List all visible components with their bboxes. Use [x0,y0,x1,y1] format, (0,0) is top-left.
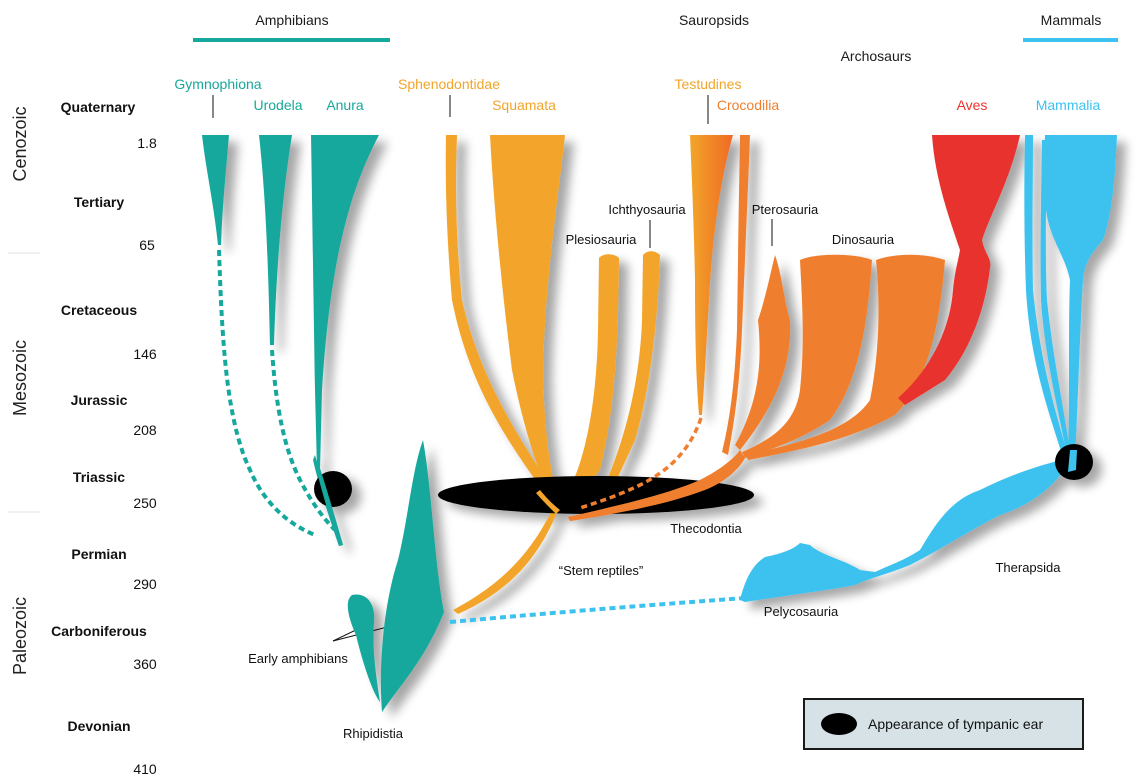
period-quaternary: Quaternary [61,99,136,115]
taxon-sphenodontidae: Sphenodontidae [398,76,500,92]
label-dinosauria: Dinosauria [832,232,895,247]
age-jurassic: 208 [133,422,157,438]
dashed-gymnophiona [217,249,316,537]
age-cretaceous: 146 [133,346,157,362]
label-pelycosauria: Pelycosauria [764,604,839,619]
branch-squamata [490,135,565,502]
branch-testudines [690,135,733,415]
label-plesiosauria: Plesiosauria [566,232,638,247]
tree-shapes [202,135,1117,712]
branch-ichthyosauria [604,251,660,490]
branch-gymnophiona [202,135,229,245]
era-paleozoic: Paleozoic [10,597,30,675]
dashed-urodela [270,349,337,532]
label-early-amphibians: Early amphibians [248,651,348,666]
period-triassic: Triassic [73,469,125,485]
label-thecodontia: Thecodontia [670,521,742,536]
period-jurassic: Jurassic [71,392,128,408]
period-tertiary: Tertiary [74,194,125,210]
branch-urodela [259,135,292,345]
branch-plesiosauria [562,254,619,505]
branch-stem-reptiles [453,510,558,614]
taxon-urodela: Urodela [253,97,302,113]
era-cenozoic: Cenozoic [10,106,30,181]
age-permian: 290 [133,576,157,592]
age-devonian: 410 [133,761,157,777]
branch-aves [898,135,1020,405]
dashed-testudines [579,417,703,510]
amphibians-label: Amphibians [255,12,328,28]
branch-crocodilia [722,135,750,455]
branch-mammalia-side [1024,135,1068,457]
branch-pelycosauria [740,460,1066,602]
archosaurs-label: Archosaurs [841,48,912,64]
branch-pterosauria [735,255,791,450]
age-quaternary: 1.8 [137,135,157,151]
branch-early-amphibian [347,594,380,702]
taxon-aves: Aves [957,97,988,113]
branch-anura [311,135,379,470]
taxon-gymnophiona: Gymnophiona [174,76,261,92]
mammal-hub-overlay [1068,450,1077,472]
taxon-mammalia: Mammalia [1036,97,1101,113]
age-carboniferous: 360 [133,656,157,672]
age-triassic: 250 [133,495,157,511]
taxon-anura: Anura [326,97,364,113]
label-ichthyosauria: Ichthyosauria [608,202,686,217]
age-tertiary: 65 [139,237,155,253]
taxon-testudines: Testudines [675,76,742,92]
branch-dinosauria-2 [746,254,945,460]
branch-mammalia-main [1044,135,1117,460]
sauropsid-hub-overlay [536,490,560,514]
period-devonian: Devonian [67,718,130,734]
branch-rhipidistia [380,440,444,712]
legend-label: Appearance of tympanic ear [868,716,1043,732]
taxon-crocodilia: Crocodilia [717,97,779,113]
taxon-squamata: Squamata [492,97,556,113]
anura-stem-overlay [316,465,343,546]
branch-sphenodontidae [445,135,560,503]
thecodontia-overlay [568,450,745,521]
period-carboniferous: Carboniferous [51,623,147,639]
dashed-synapsid [449,596,746,624]
label-therapsida: Therapsida [995,560,1061,575]
tympanic-ear-sauropsids [438,476,754,514]
label-rhipidistia: Rhipidistia [343,726,404,741]
sauropsids-label: Sauropsids [679,12,749,28]
label-stem-reptiles: “Stem reptiles” [559,563,644,578]
branch-dinosauria-1 [742,254,872,458]
period-cretaceous: Cretaceous [61,302,137,318]
label-pterosauria: Pterosauria [752,202,819,217]
period-permian: Permian [71,546,126,562]
era-mesozoic: Mesozoic [10,340,30,416]
branch-mammalia-side-2 [1040,140,1070,451]
legend-ellipse [821,713,857,735]
mammals-label: Mammals [1041,12,1102,28]
